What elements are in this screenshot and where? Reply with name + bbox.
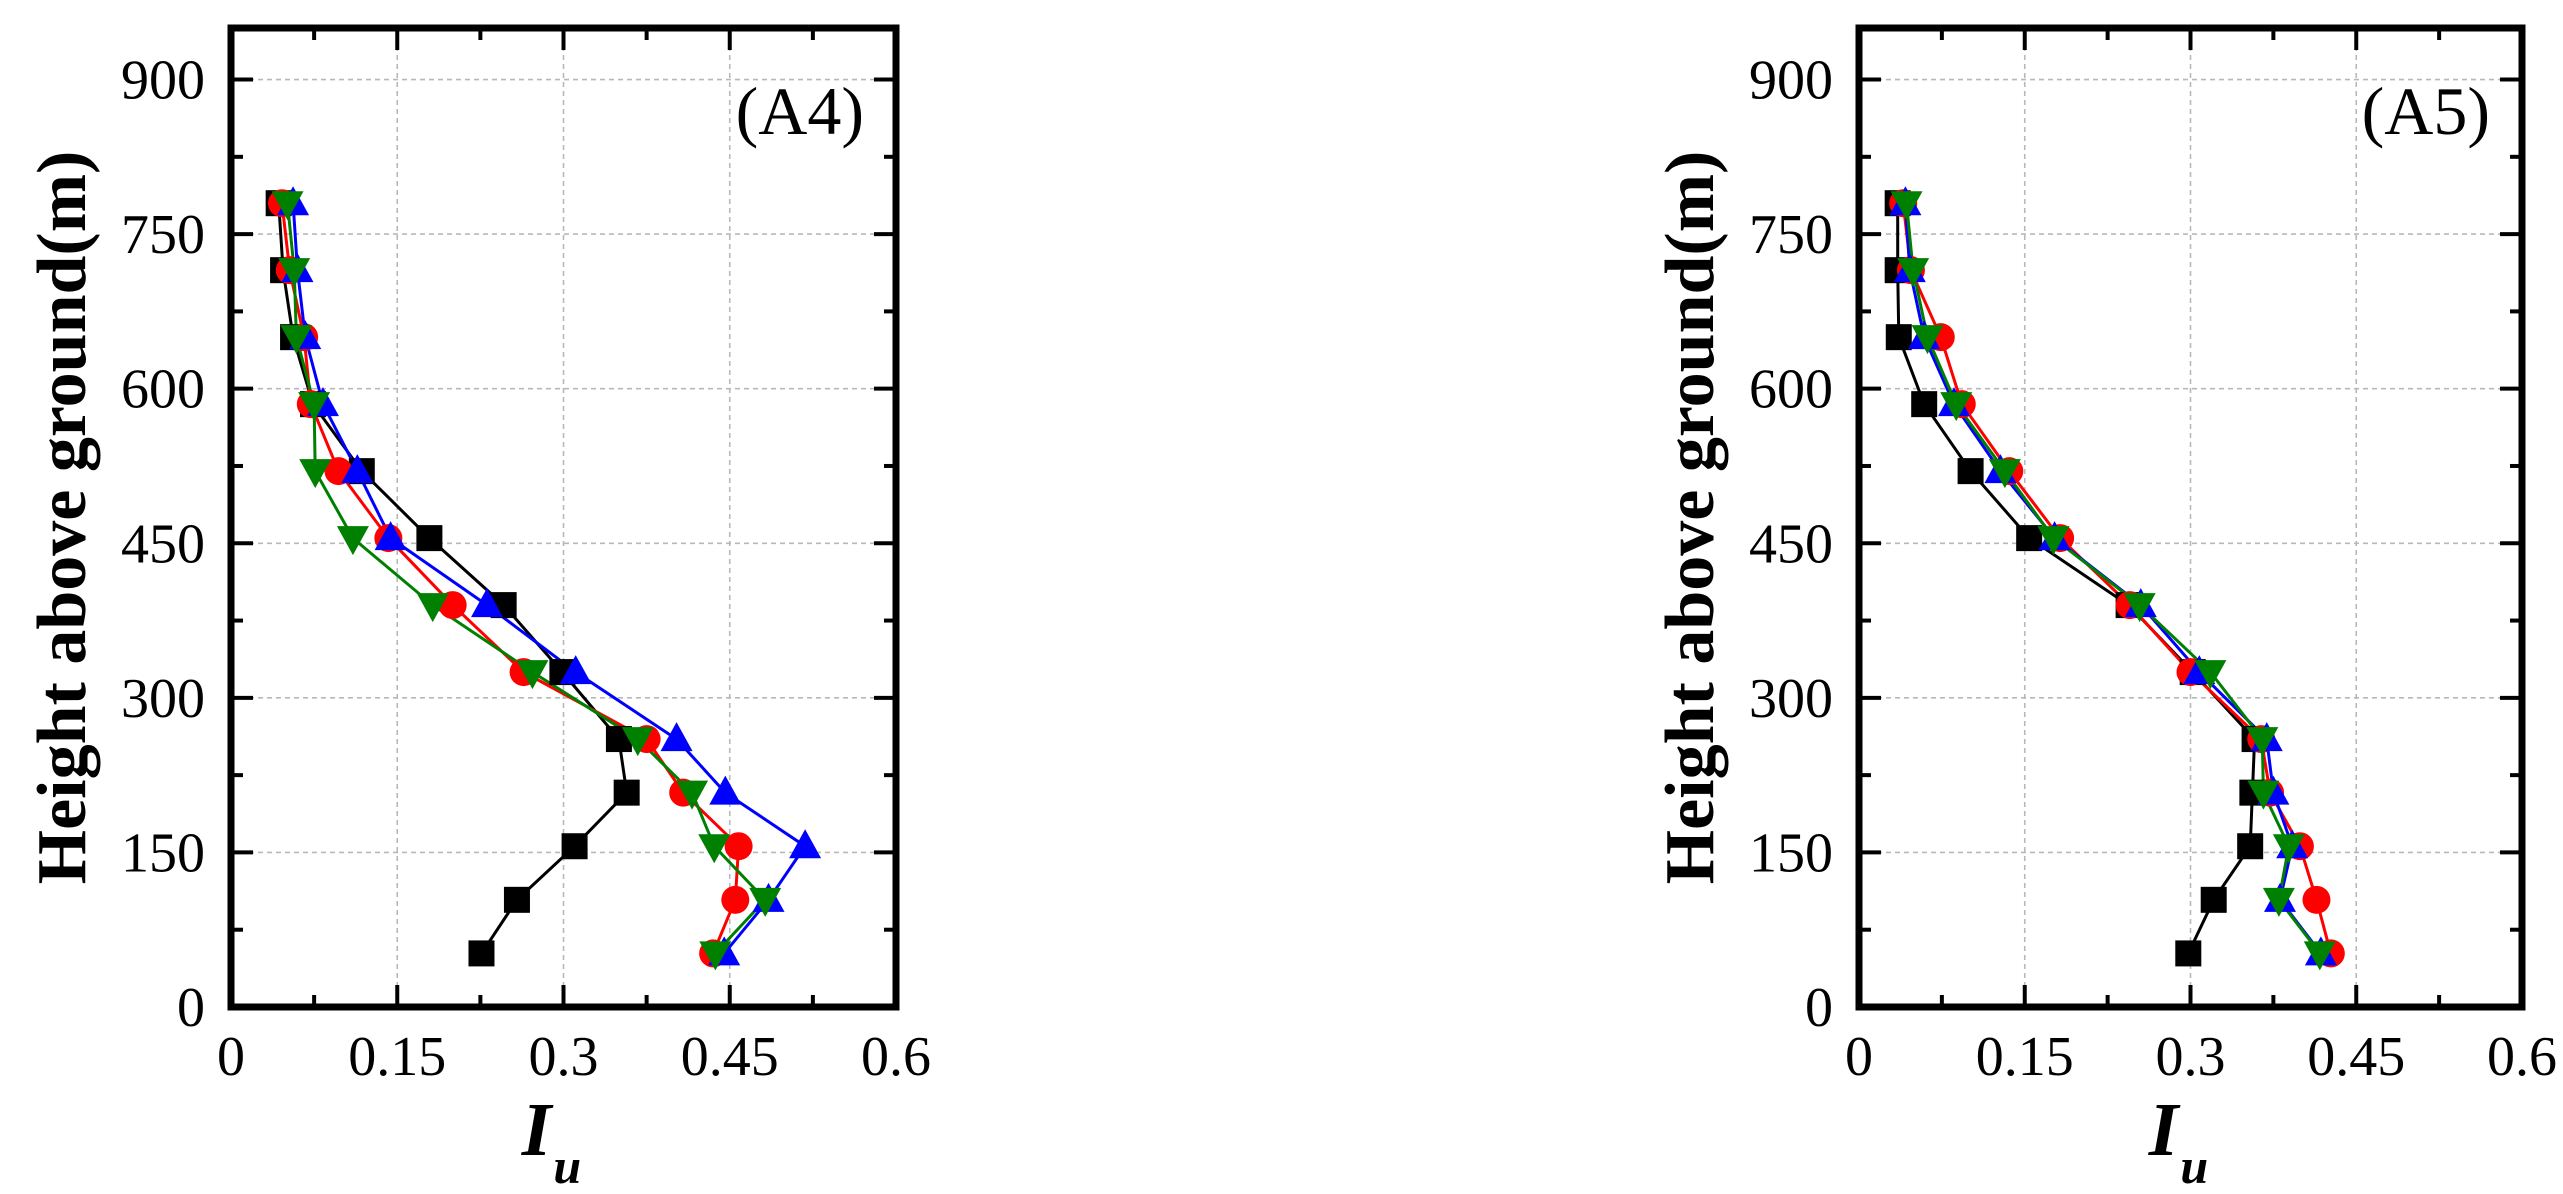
series-green-marker xyxy=(2194,660,2227,690)
series-green-marker xyxy=(2246,727,2279,757)
series-blue-marker xyxy=(559,655,592,685)
x-axis-title-subscript: u xyxy=(2180,1138,2208,1189)
series-black-marker xyxy=(2237,833,2264,860)
y-axis-title: Height above ground(m) xyxy=(24,151,101,885)
x-axis-title-subscript: u xyxy=(553,1138,581,1189)
series-red-line xyxy=(280,203,741,954)
x-tick-label: 0.3 xyxy=(2156,1026,2226,1088)
series-green-marker xyxy=(749,887,782,917)
x-axis-title: Iu xyxy=(521,1088,581,1189)
series-black-marker xyxy=(2200,886,2227,913)
y-tick-label: 300 xyxy=(1749,668,1833,730)
series-red-marker xyxy=(721,885,750,914)
y-tick-label: 750 xyxy=(1749,204,1833,266)
series-green-marker xyxy=(298,392,331,422)
series-green-marker xyxy=(278,258,311,288)
y-tick-label: 150 xyxy=(1749,822,1833,884)
series-green-marker xyxy=(271,191,304,221)
series-green-marker xyxy=(2123,593,2156,623)
series-black-marker xyxy=(1911,391,1938,418)
series-black-marker xyxy=(561,833,588,860)
y-tick-label: 300 xyxy=(121,668,205,730)
series-green-marker xyxy=(416,593,449,623)
series-black-marker xyxy=(2175,940,2202,967)
series-green-marker xyxy=(2272,834,2305,864)
x-tick-label: 0.15 xyxy=(348,1026,446,1088)
series-black-line xyxy=(1896,203,2257,955)
y-tick-label: 900 xyxy=(1749,50,1833,112)
series-black-marker xyxy=(1885,324,1912,351)
y-tick-label: 0 xyxy=(177,977,205,1039)
series-blue-marker xyxy=(471,588,504,618)
series-green-marker xyxy=(336,526,369,556)
series-green-marker xyxy=(1988,459,2021,489)
x-tick-label: 0 xyxy=(1845,1026,1873,1088)
x-axis-title: Iu xyxy=(2148,1088,2208,1189)
x-tick-label: 0.6 xyxy=(2487,1026,2557,1088)
y-tick-label: 600 xyxy=(1749,359,1833,421)
plot-frame xyxy=(1855,24,2526,1011)
series-green-marker xyxy=(1911,325,1944,355)
series-blue-marker xyxy=(789,829,822,859)
series-green-marker xyxy=(2247,780,2280,810)
y-tick-label: 450 xyxy=(121,513,205,575)
panel-a4: 0 0.15 0.3 0.45 0.6 0 150 300 450 600 750 900 Iu Heig… xyxy=(24,24,931,1194)
series-red-marker xyxy=(2302,885,2331,914)
series-green-line xyxy=(286,203,768,955)
y-tick-label: 900 xyxy=(121,50,205,112)
x-tick-label: 0.3 xyxy=(529,1026,599,1088)
series-black-marker xyxy=(1957,458,1984,485)
y-tick-label: 600 xyxy=(121,359,205,421)
series-red-marker xyxy=(724,832,753,861)
x-tick-label: 0 xyxy=(217,1026,245,1088)
series-blue-marker xyxy=(341,454,374,484)
series-green-marker xyxy=(299,459,332,489)
series-green-marker xyxy=(280,325,313,355)
series-blue-marker xyxy=(709,775,742,805)
y-tick-label: 750 xyxy=(121,204,205,266)
x-tick-label: 0.45 xyxy=(2307,1026,2405,1088)
panel-label: (A4) xyxy=(736,73,864,149)
plot-frame xyxy=(227,24,900,1011)
series-green-marker xyxy=(2303,941,2336,971)
panel-a5: 0 0.15 0.3 0.45 0.6 0 150 300 450 600 750 900 Iu Heig… xyxy=(1652,24,2557,1194)
panel-label: (A5) xyxy=(2362,73,2490,149)
series-black-marker xyxy=(613,779,640,806)
series-green-marker xyxy=(698,834,731,864)
x-tick-label: 0.6 xyxy=(861,1026,931,1088)
y-tick-label: 450 xyxy=(1749,513,1833,575)
x-tick-label: 0.15 xyxy=(1976,1026,2074,1088)
series-green-marker xyxy=(1897,258,1930,288)
x-tick-label: 0.45 xyxy=(681,1026,779,1088)
series-blue-marker xyxy=(660,722,693,752)
series-green-marker xyxy=(1940,392,1973,422)
series-green-marker xyxy=(621,727,654,757)
series-green-marker xyxy=(676,780,709,810)
series-green-marker xyxy=(2037,526,2070,556)
y-tick-label: 150 xyxy=(121,822,205,884)
series-red-line xyxy=(1901,203,2333,954)
y-axis-title: Height above ground(m) xyxy=(1652,151,1729,885)
series-black-marker xyxy=(2016,525,2043,552)
y-tick-label: 0 xyxy=(1805,977,1833,1039)
series-black-marker xyxy=(416,525,443,552)
series-black-marker xyxy=(468,940,495,967)
series-black-marker xyxy=(503,886,530,913)
series-green-marker xyxy=(699,941,732,971)
series-green-marker xyxy=(1890,191,1923,221)
series-green-marker xyxy=(516,660,549,690)
series-blue-marker xyxy=(374,521,407,551)
series-green-marker xyxy=(2262,887,2295,917)
